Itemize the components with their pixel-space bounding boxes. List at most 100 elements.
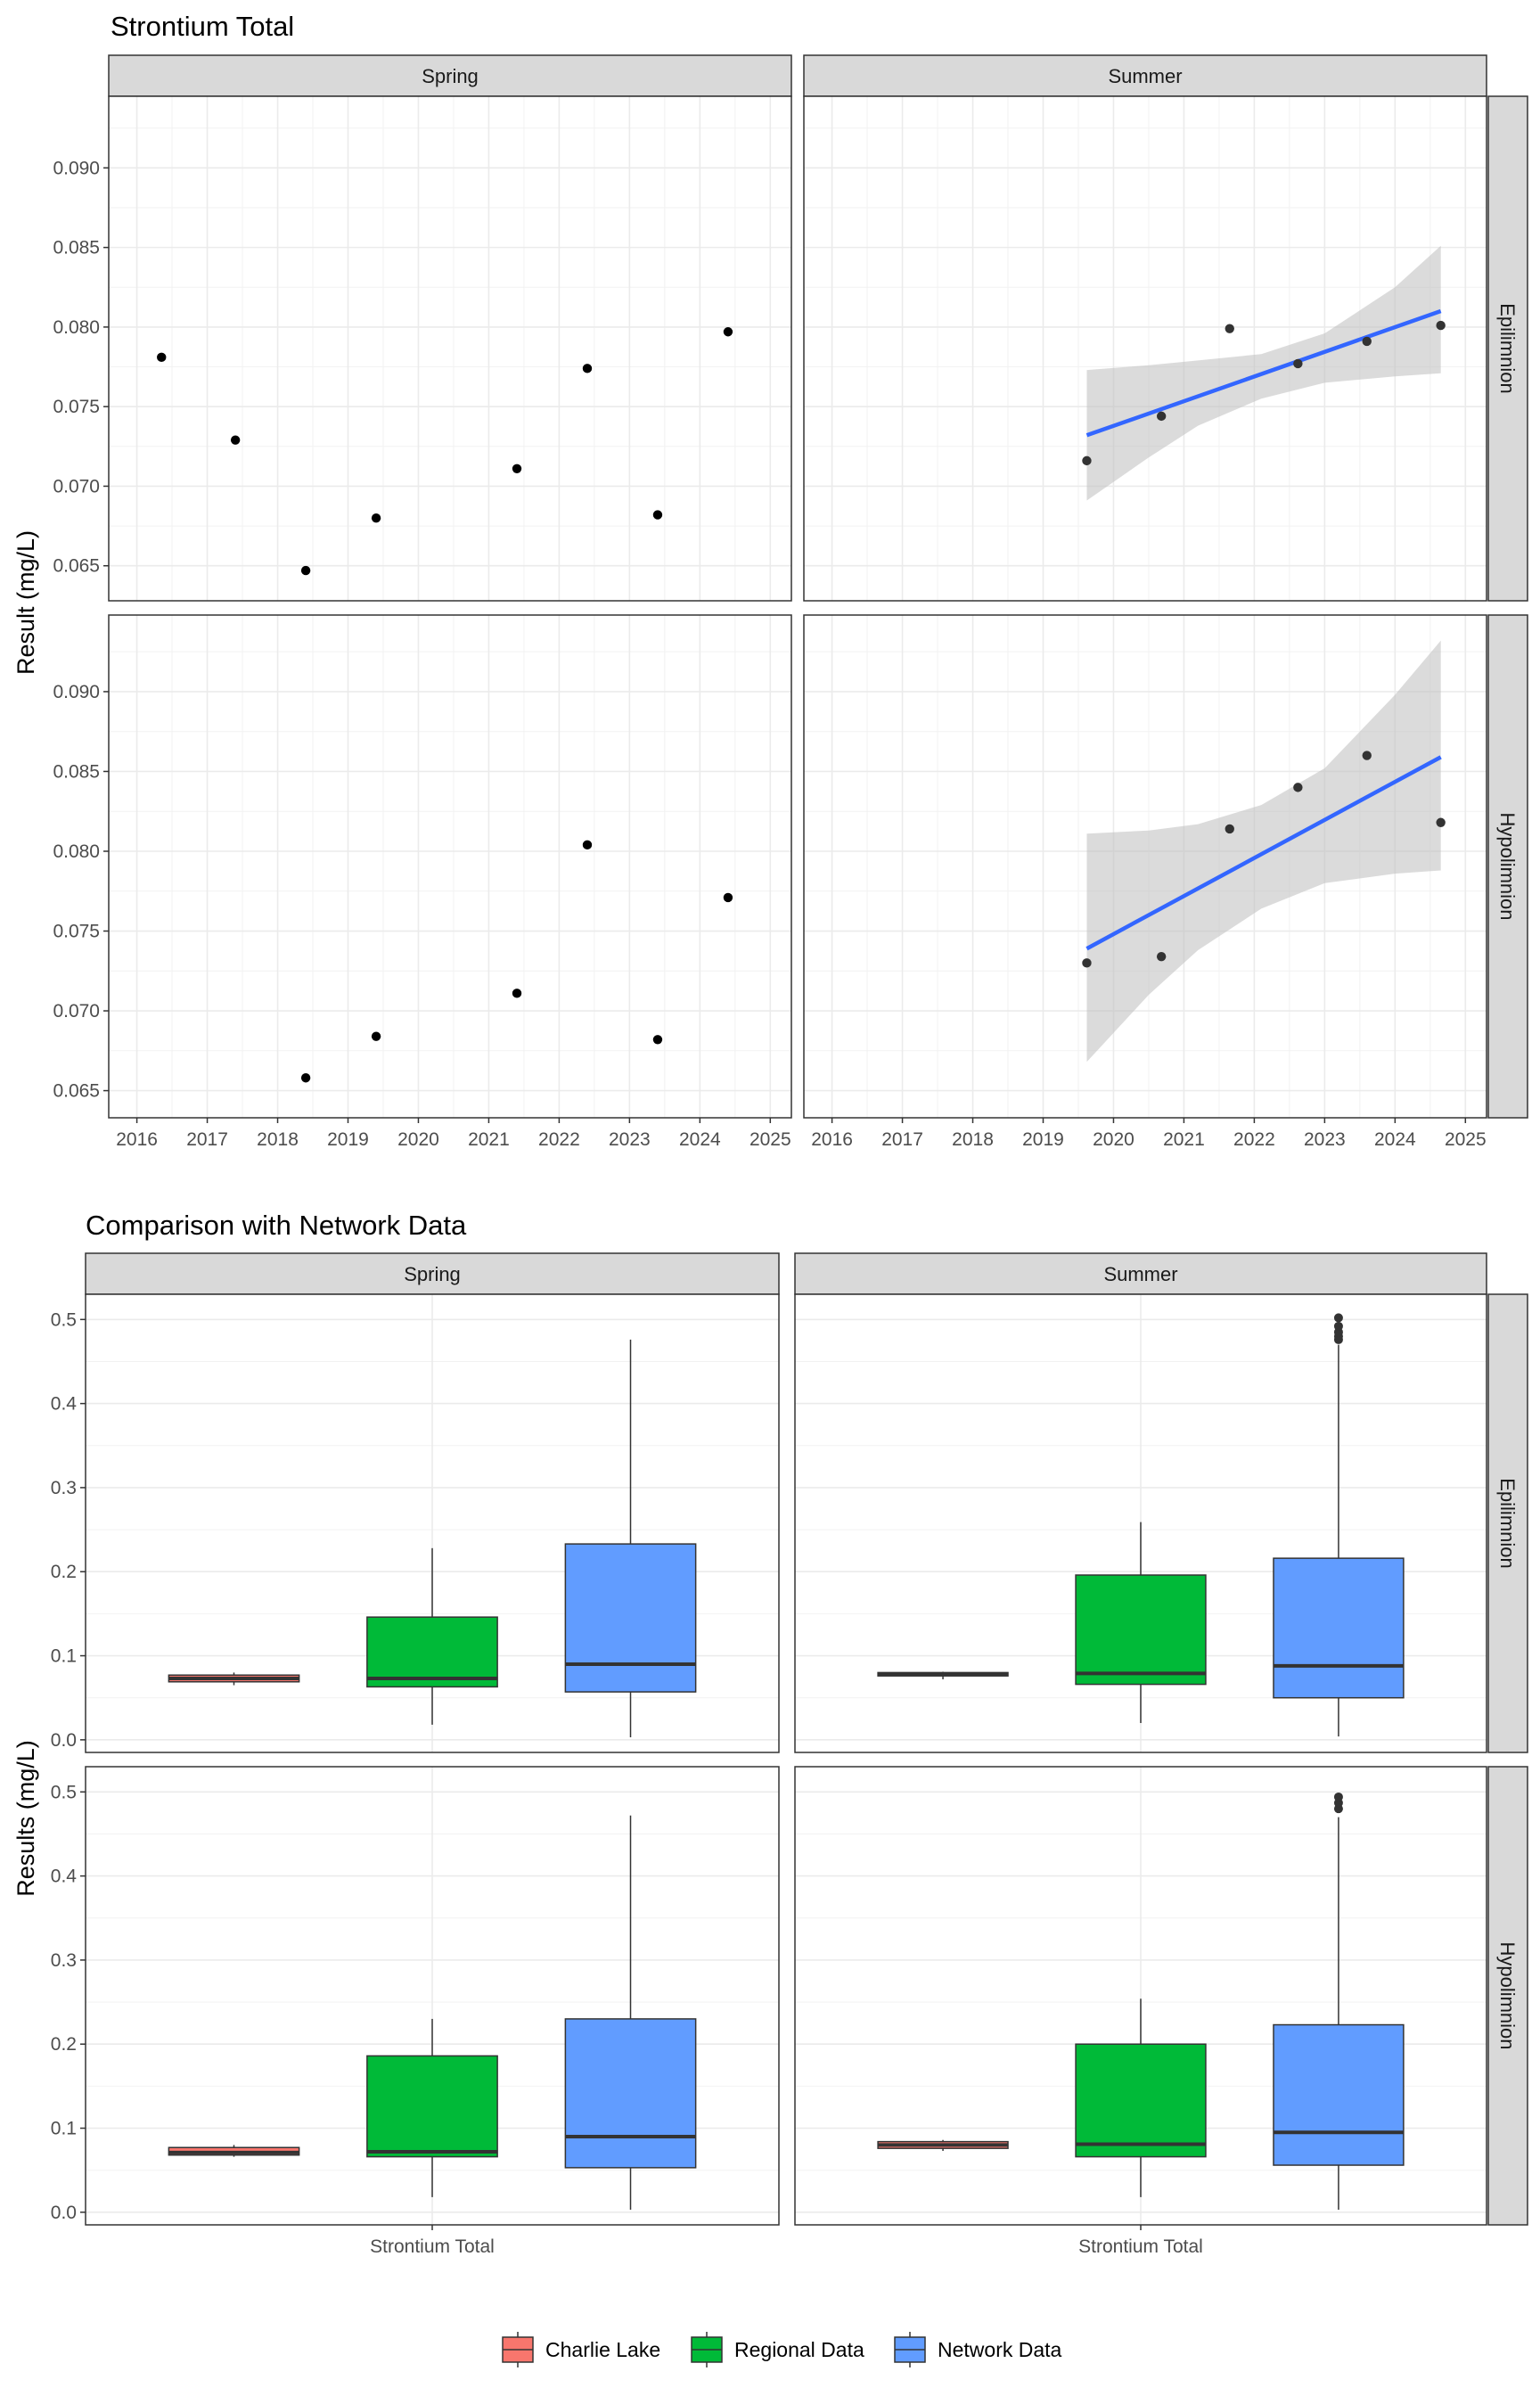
box-network-data xyxy=(564,1339,697,1738)
data-point xyxy=(371,1031,381,1041)
y-tick-label: 0.2 xyxy=(51,1562,77,1582)
legend-label: Regional Data xyxy=(734,2338,864,2361)
x-tick-label: 2023 xyxy=(1304,1129,1346,1150)
data-point xyxy=(723,892,733,903)
y-tick-label: 0.070 xyxy=(53,476,100,496)
legend-label: Charlie Lake xyxy=(545,2338,660,2361)
panel-border xyxy=(803,614,1487,1119)
data-point xyxy=(512,989,522,998)
legend-entry-regional-data: Regional Data xyxy=(691,2332,864,2367)
y-tick-label: 0.5 xyxy=(51,1782,77,1802)
box-iqr xyxy=(564,2018,697,2169)
facet-strip-hypolimnion xyxy=(1487,614,1528,1119)
data-point xyxy=(1156,951,1167,962)
x-tick-label: 2018 xyxy=(257,1129,299,1150)
facet-strip-label: Spring xyxy=(422,65,479,87)
y-tick-label: 0.065 xyxy=(53,556,100,577)
chart1-scatter-facets: Spring Summer Epilimnion Hypolimnion 0.065 0.… xyxy=(53,54,1528,1150)
x-tick-label: 2020 xyxy=(1093,1129,1135,1150)
y-tick-label: 0.0 xyxy=(51,2203,77,2223)
panel-background xyxy=(109,615,791,1118)
box-regional-data xyxy=(366,2018,498,2197)
y-tick-label: 0.1 xyxy=(51,2119,77,2139)
y-tick-label: 0.4 xyxy=(51,1867,78,1887)
y-tick-label: 0.085 xyxy=(53,761,100,782)
outlier-point xyxy=(1333,1313,1343,1323)
data-point xyxy=(300,565,311,576)
data-point xyxy=(230,435,241,445)
x-tick-label: 2023 xyxy=(609,1129,651,1150)
x-tick-label: 2021 xyxy=(1163,1129,1205,1150)
panel-summer-epilimnion xyxy=(803,95,1487,602)
y-tick-label: 0.075 xyxy=(53,397,100,417)
data-point xyxy=(1362,336,1372,347)
panel-summer-hypolimnion xyxy=(794,1766,1487,2226)
facet-strip-epilimnion xyxy=(1487,1293,1528,1753)
x-tick-label: 2020 xyxy=(397,1129,439,1150)
data-point xyxy=(512,464,522,474)
data-point xyxy=(157,352,167,363)
y-tick-label: 0.090 xyxy=(53,158,100,178)
legend-entry-network-data: Network Data xyxy=(894,2332,1062,2367)
panel-spring-hypolimnion xyxy=(108,614,792,1119)
chart2-ylabel: Results (mg/L) xyxy=(12,1740,39,1897)
panel-summer-hypolimnion xyxy=(803,614,1487,1119)
box-network-data xyxy=(564,1815,697,2211)
x-tick-label: 2017 xyxy=(881,1129,923,1150)
facet-strip-label: Epilimnion xyxy=(1496,303,1519,394)
x-tick-label: 2019 xyxy=(327,1129,369,1150)
data-point xyxy=(582,364,593,373)
data-point xyxy=(1362,751,1372,760)
facet-strip-label: Epilimnion xyxy=(1496,1478,1519,1569)
data-point xyxy=(1082,958,1092,968)
data-point xyxy=(1225,824,1234,834)
x-tick-label: 2025 xyxy=(1445,1129,1487,1150)
facet-strip-spring xyxy=(108,54,792,97)
x-tick-label: 2017 xyxy=(186,1129,228,1150)
y-tick-label: 0.5 xyxy=(51,1309,77,1330)
trend-line xyxy=(1085,308,1442,438)
x-tick-label: 2016 xyxy=(116,1129,158,1150)
facet-strip-summer xyxy=(803,54,1487,97)
data-point xyxy=(723,327,733,337)
y-tick-label: 0.4 xyxy=(51,1394,78,1415)
panel-border xyxy=(803,95,1487,602)
data-point xyxy=(1293,358,1303,369)
facet-strip-label: Summer xyxy=(1103,1263,1177,1285)
x-tick-label: 2022 xyxy=(1233,1129,1275,1150)
chart2-title: Comparison with Network Data xyxy=(86,1210,467,1241)
y-tick-label: 0.065 xyxy=(53,1081,100,1102)
box-iqr xyxy=(1273,1557,1405,1699)
x-tick-label: 2018 xyxy=(952,1129,994,1150)
x-tick-label: 2021 xyxy=(468,1129,510,1150)
y-tick-label: 0.0 xyxy=(51,1730,77,1751)
facet-strip-summer xyxy=(794,1252,1487,1295)
chart2-boxplot-facets: Spring Summer Epilimnion Hypolimnion 0.0 0.1 0… xyxy=(51,1252,1528,2257)
panel-border xyxy=(108,614,792,1119)
chart1-title: Strontium Total xyxy=(111,11,294,42)
data-point xyxy=(371,513,381,523)
data-point xyxy=(1436,817,1446,827)
panel-background xyxy=(109,96,791,601)
x-tick-label: 2016 xyxy=(811,1129,853,1150)
box-network-data xyxy=(1273,1313,1405,1737)
y-tick-label: 0.075 xyxy=(53,922,100,942)
box-iqr xyxy=(1075,1574,1207,1686)
facet-strip-label: Summer xyxy=(1108,65,1182,87)
data-point xyxy=(1436,320,1446,331)
data-point xyxy=(1225,324,1234,333)
y-tick-label: 0.3 xyxy=(51,1950,77,1971)
panel-border xyxy=(794,1293,1487,1753)
box-charlie-lake xyxy=(877,2139,1009,2152)
legend-entry-charlie-lake: Charlie Lake xyxy=(502,2332,660,2367)
x-tick-label: 2024 xyxy=(1374,1129,1416,1150)
box-network-data xyxy=(1273,1792,1405,2211)
x-tick-label: Strontium Total xyxy=(1078,2236,1203,2257)
y-tick-label: 0.1 xyxy=(51,1646,77,1667)
y-tick-label: 0.080 xyxy=(53,317,100,338)
legend: Charlie Lake Regional Data Network Data xyxy=(502,2332,1062,2367)
panel-spring-hypolimnion xyxy=(85,1766,780,2226)
y-tick-label: 0.080 xyxy=(53,841,100,862)
x-tick-label: Strontium Total xyxy=(370,2236,495,2257)
